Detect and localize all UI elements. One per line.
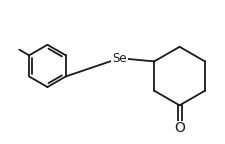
Text: Se: Se [112, 52, 127, 65]
Text: O: O [174, 121, 185, 135]
